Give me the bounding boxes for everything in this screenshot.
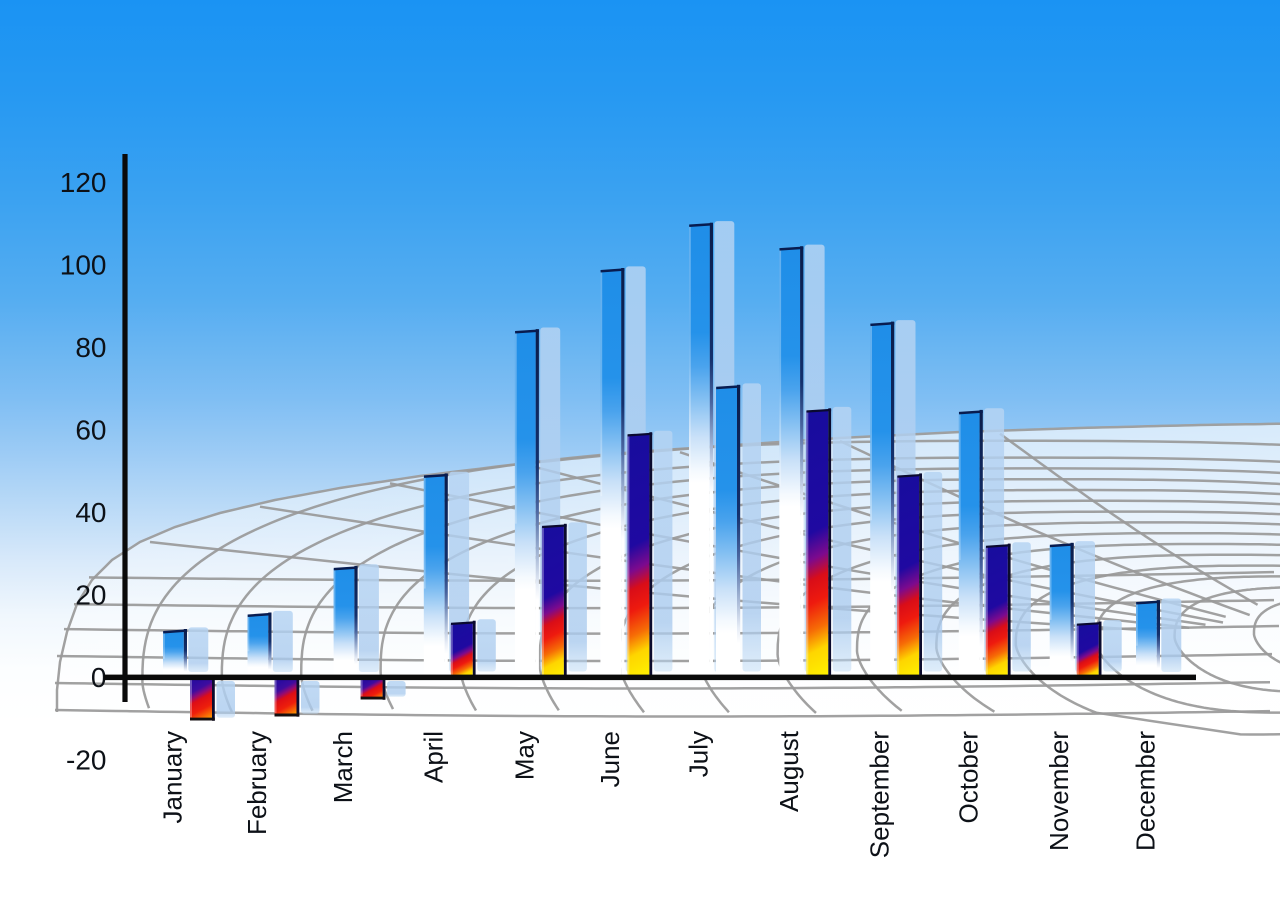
svg-text:120: 120 <box>60 167 107 198</box>
svg-text:May: May <box>509 731 539 780</box>
svg-text:September: September <box>865 731 895 859</box>
svg-text:December: December <box>1131 731 1161 851</box>
svg-text:-20: -20 <box>66 745 106 776</box>
svg-text:April: April <box>418 731 448 783</box>
svg-text:40: 40 <box>75 497 106 528</box>
svg-text:80: 80 <box>75 332 106 363</box>
svg-text:60: 60 <box>75 415 106 446</box>
svg-text:June: June <box>595 731 625 787</box>
svg-text:March: March <box>328 731 358 803</box>
svg-text:November: November <box>1044 731 1074 851</box>
svg-text:February: February <box>242 731 272 835</box>
svg-text:100: 100 <box>60 250 107 281</box>
svg-text:20: 20 <box>75 580 106 611</box>
svg-text:October: October <box>953 731 983 824</box>
svg-text:January: January <box>158 731 188 824</box>
svg-text:0: 0 <box>91 662 107 693</box>
svg-text:August: August <box>774 730 804 812</box>
svg-text:July: July <box>684 731 714 777</box>
